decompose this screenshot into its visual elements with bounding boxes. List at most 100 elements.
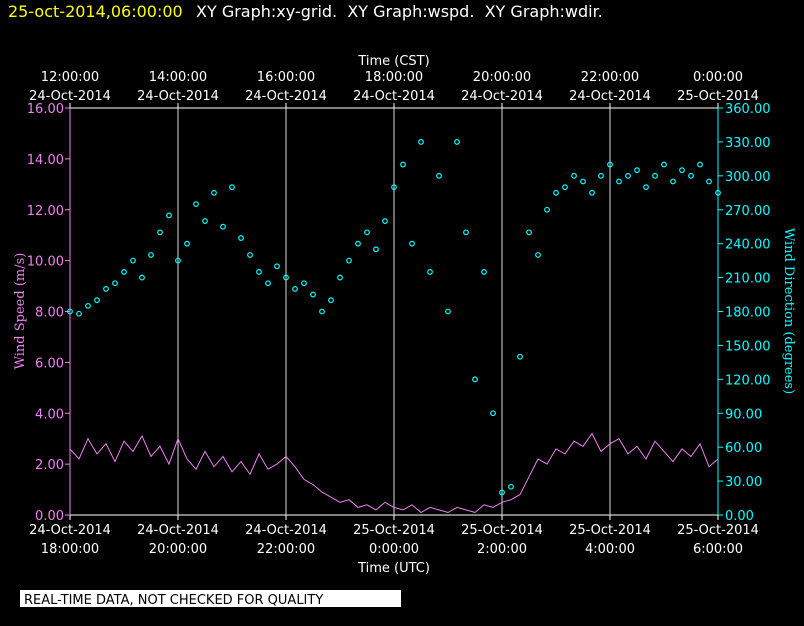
x-tick-date: 24-Oct-2014 [29, 523, 111, 538]
x2-tick-time: 12:00:00 [41, 70, 99, 85]
y2-tick-label: 270.00 [725, 204, 771, 219]
y2-tick-label: 60.00 [725, 441, 762, 456]
y2-tick-label: 150.00 [725, 339, 771, 354]
x2-tick-time: 22:00:00 [581, 70, 639, 85]
wind-direction-point [283, 274, 289, 281]
wind-direction-point [328, 297, 334, 304]
y2-tick-label: 120.00 [725, 373, 771, 388]
wind-direction-point [400, 161, 406, 168]
wind-direction-point [427, 269, 433, 275]
y2-tick-label: 240.00 [725, 238, 771, 253]
y-axis-title: Wind Speed (m/s) [13, 253, 28, 370]
graph-list: XY Graph:xy-grid. XY Graph:wspd. XY Grap… [196, 2, 603, 21]
wind-direction-point [76, 310, 82, 317]
x2-tick-date: 24-Oct-2014 [461, 89, 543, 104]
wind-direction-point [355, 240, 361, 247]
wind-direction-point [481, 269, 487, 275]
x-tick-time: 0:00:00 [369, 542, 419, 557]
x-tick-time: 20:00:00 [149, 542, 207, 557]
x-tick-date: 24-Oct-2014 [245, 523, 327, 538]
y2-tick-label: 360.00 [725, 102, 771, 117]
x-tick-date: 25-Oct-2014 [353, 523, 435, 538]
wind-direction-point [148, 252, 154, 258]
wind-direction-point [265, 280, 271, 287]
wind-direction-point [634, 167, 640, 174]
wind-direction-point [535, 252, 541, 258]
wind-direction-point [643, 184, 649, 191]
x2-tick-time: 16:00:00 [257, 70, 315, 85]
x-tick-date: 24-Oct-2014 [137, 523, 219, 538]
y2-tick-label: 0.00 [725, 509, 754, 524]
wind-direction-point [499, 489, 505, 496]
wind-direction-point [202, 218, 208, 224]
y-tick-label: 4.00 [35, 407, 64, 422]
wind-direction-point [409, 240, 415, 247]
wind-direction-point [310, 291, 316, 298]
x-axis-title: Time (UTC) [357, 561, 430, 576]
wind-direction-point [616, 178, 622, 185]
wind-direction-point [166, 212, 172, 219]
x2-tick-date: 25-Oct-2014 [677, 89, 759, 104]
wind-direction-point [598, 172, 604, 179]
wind-direction-point [247, 252, 253, 258]
wind-direction-point [454, 139, 460, 145]
wind-direction-point [697, 161, 703, 168]
wind-direction-point [67, 308, 73, 315]
wind-direction-point [526, 229, 532, 236]
wind-direction-point [508, 483, 514, 490]
y-tick-label: 8.00 [35, 306, 64, 321]
y2-tick-label: 330.00 [725, 136, 771, 151]
wind-direction-point [706, 178, 712, 185]
wind-direction-point [364, 229, 370, 236]
x2-tick-date: 24-Oct-2014 [137, 89, 219, 104]
wind-direction-point [562, 184, 568, 191]
wind-direction-point [274, 263, 280, 270]
timestamp: 25-oct-2014,06:00:00 [8, 2, 183, 21]
x-tick-date: 25-Oct-2014 [677, 523, 759, 538]
wind-direction-point [544, 206, 550, 213]
x-tick-time: 4:00:00 [585, 542, 635, 557]
footer-box [20, 590, 401, 607]
x2-tick-date: 24-Oct-2014 [353, 89, 435, 104]
wind-direction-point [121, 269, 127, 275]
wind-direction-point [220, 223, 226, 230]
x-tick-time: 18:00:00 [41, 542, 99, 557]
wind-direction-point [436, 172, 442, 179]
wind-direction-point [319, 308, 325, 315]
wind-direction-point [661, 161, 667, 168]
wind-direction-point [238, 235, 244, 241]
wind-direction-point [337, 274, 343, 281]
x-tick-date: 25-Oct-2014 [461, 523, 543, 538]
wind-direction-point [445, 308, 451, 315]
x2-tick-time: 14:00:00 [149, 70, 207, 85]
y2-tick-label: 180.00 [725, 306, 771, 321]
y2-axis-title: Wind Direction (degrees) [781, 228, 796, 394]
footer: REAL-TIME DATA, NOT CHECKED FOR QUALITY [24, 593, 323, 608]
wind-direction-point [193, 201, 199, 207]
x-tick-time: 6:00:00 [693, 542, 743, 557]
wind-direction-point [679, 167, 685, 174]
wind-direction-point [184, 240, 190, 247]
x2-tick-date: 24-Oct-2014 [245, 89, 327, 104]
wind-direction-point [715, 189, 721, 196]
wind-direction-point [607, 161, 613, 168]
wind-direction-point [94, 297, 100, 304]
y-tick-label: 12.00 [27, 204, 64, 219]
wind-direction-point [382, 218, 388, 224]
wind-direction-point [112, 280, 118, 287]
x2-tick-date: 24-Oct-2014 [569, 89, 651, 104]
wind-direction-point [157, 229, 163, 236]
wind-direction-point [373, 246, 379, 253]
x2-tick-date: 24-Oct-2014 [29, 89, 111, 104]
wind-direction-point [139, 274, 145, 281]
wind-direction-point [346, 257, 352, 264]
y2-tick-label: 210.00 [725, 272, 771, 287]
wind-direction-point [517, 353, 523, 360]
wind-direction-point [130, 257, 136, 264]
x-tick-time: 2:00:00 [477, 542, 527, 557]
wind-direction-point [652, 172, 658, 179]
wind-direction-point [175, 257, 181, 264]
y-tick-label: 2.00 [35, 458, 64, 473]
